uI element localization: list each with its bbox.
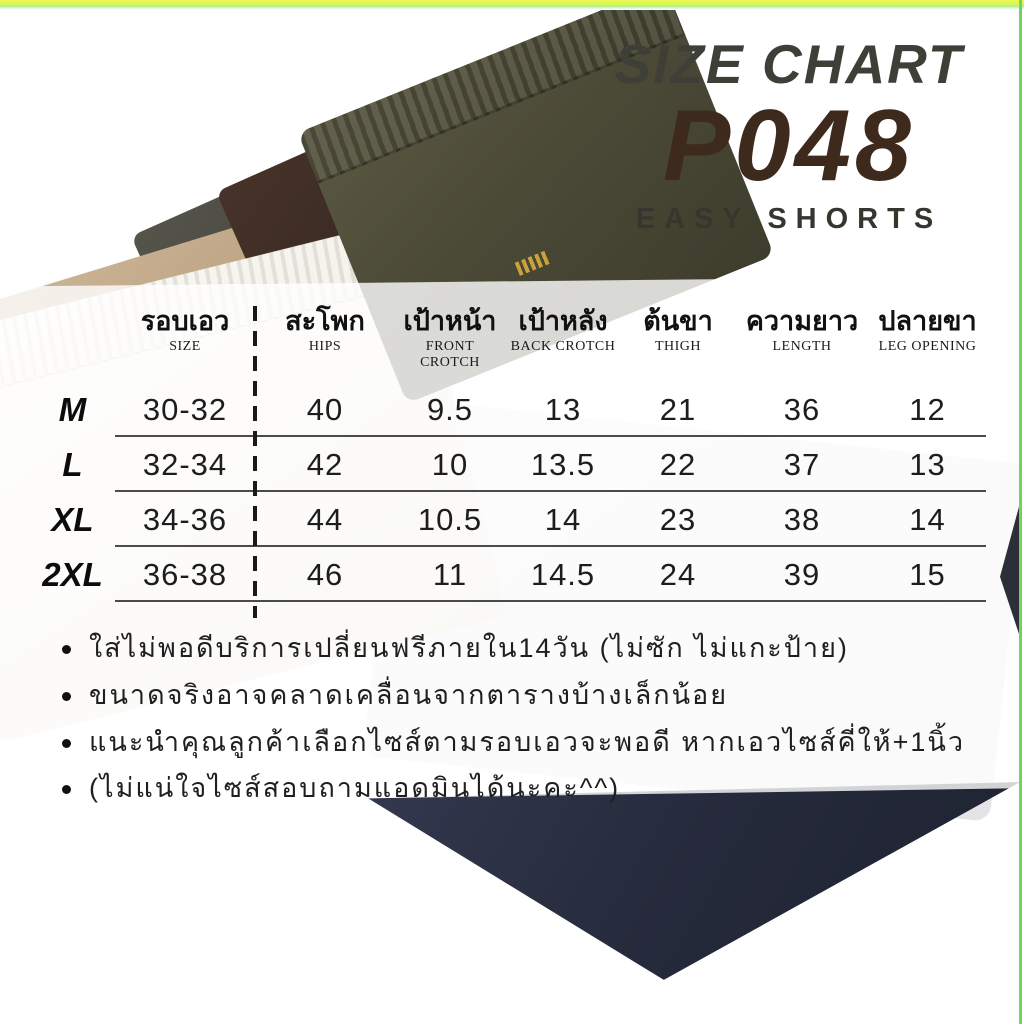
leg-opening-value: 14 xyxy=(909,501,946,537)
back-crotch-value: 13.5 xyxy=(530,446,596,482)
title-block: SIZE CHART P048 EASY SHORTS xyxy=(566,33,1012,236)
column-header-thigh: ต้นขา THIGH xyxy=(621,300,735,382)
front-crotch-value: 9.5 xyxy=(426,391,474,427)
hips-value: 44 xyxy=(306,501,344,537)
column-header-eng: BACK CROTCH xyxy=(510,339,616,355)
hips-value: 46 xyxy=(306,556,344,592)
bullet-icon xyxy=(62,738,71,748)
bullet-icon xyxy=(62,785,71,795)
back-crotch-value: 14.5 xyxy=(530,556,596,592)
product-subtitle: EASY SHORTS xyxy=(635,202,943,235)
model-code: P048 xyxy=(663,89,915,202)
table-row-l: L 32-34 42 10 13.5 22 37 13 xyxy=(30,437,986,492)
row-separator xyxy=(115,545,986,547)
row-separator xyxy=(115,490,986,492)
back-crotch-value: 14 xyxy=(544,501,582,537)
waist-value: 32-34 xyxy=(142,446,228,482)
column-header-hips: สะโพก HIPS xyxy=(255,300,395,382)
header-spacer xyxy=(30,300,115,382)
row-separator xyxy=(115,600,986,602)
thigh-value: 24 xyxy=(659,556,697,592)
column-header-thai: ปลายขา xyxy=(878,306,977,336)
column-header-front-crotch: เป้าหน้า FRONT CROTCH xyxy=(395,300,505,382)
column-header-thai: สะโพก xyxy=(285,306,365,336)
column-header-eng: SIZE xyxy=(169,339,201,355)
length-value: 36 xyxy=(783,391,821,427)
leg-opening-value: 15 xyxy=(909,556,946,592)
table-overlay-panel xyxy=(0,276,1024,804)
column-header-back-crotch: เป้าหลัง BACK CROTCH xyxy=(505,300,621,382)
hips-value: 40 xyxy=(306,391,344,427)
column-header-length: ความยาว LENGTH xyxy=(735,300,869,382)
note-text: แนะนำคุณลูกค้าเลือกไซส์ตามรอบเอวจะพอดี ห… xyxy=(89,726,965,757)
list-item: (ไม่แน่ใจไซส์สอบถามแอดมินได้นะคะ^^) xyxy=(62,772,972,806)
leg-opening-value: 12 xyxy=(909,391,946,427)
column-header-thai: ต้นขา xyxy=(643,306,713,336)
note-text: ขนาดจริงอาจคลาดเคลื่อนจากตารางบ้างเล็กน้… xyxy=(89,679,729,710)
hips-value: 42 xyxy=(306,446,344,482)
note-text: ใส่ไม่พอดีบริการเปลี่ยนฟรีภายใน14วัน (ไม… xyxy=(89,633,849,663)
size-label: XL xyxy=(51,500,94,538)
list-item: ขนาดจริงอาจคลาดเคลื่อนจากตารางบ้างเล็กน้… xyxy=(62,679,972,713)
size-table: รอบเอว SIZE สะโพก HIPS เป้าหน้า FRONT CR… xyxy=(30,300,986,602)
table-row-m: M 30-32 40 9.5 13 21 36 12 xyxy=(30,382,986,437)
right-green-border xyxy=(1019,0,1022,1024)
column-header-eng: HIPS xyxy=(308,339,342,355)
column-header-thai: เป้าหลัง xyxy=(518,306,608,336)
list-item: ใส่ไม่พอดีบริการเปลี่ยนฟรีภายใน14วัน (ไม… xyxy=(62,632,972,666)
length-value: 38 xyxy=(783,501,821,537)
leg-opening-value: 13 xyxy=(909,446,946,482)
table-header-row: รอบเอว SIZE สะโพก HIPS เป้าหน้า FRONT CR… xyxy=(30,300,986,382)
front-crotch-value: 11 xyxy=(432,556,468,592)
table-row-2xl: 2XL 36-38 46 11 14.5 24 39 15 xyxy=(30,547,986,602)
waist-value: 30-32 xyxy=(142,391,228,427)
column-header-waist: รอบเอว SIZE xyxy=(115,300,255,382)
waist-value: 36-38 xyxy=(142,556,228,592)
top-green-border xyxy=(0,0,1024,10)
length-value: 39 xyxy=(783,556,821,592)
front-crotch-value: 10 xyxy=(431,446,469,482)
column-header-thai: รอบเอว xyxy=(140,306,230,336)
waist-value: 34-36 xyxy=(142,501,228,537)
bullet-icon xyxy=(62,645,71,654)
bullet-icon xyxy=(62,691,71,701)
length-value: 37 xyxy=(783,446,821,482)
column-header-eng: FRONT CROTCH xyxy=(420,339,480,371)
column-header-eng: LEG OPENING xyxy=(878,339,977,355)
page-title: SIZE CHART xyxy=(614,33,964,95)
thigh-value: 21 xyxy=(659,391,697,427)
size-label: L xyxy=(62,445,83,483)
column-header-thai: เป้าหน้า xyxy=(403,306,497,336)
dashed-column-divider xyxy=(253,306,257,618)
row-separator xyxy=(115,435,986,437)
note-text: (ไม่แน่ใจไซส์สอบถามแอดมินได้นะคะ^^) xyxy=(89,773,621,804)
table-row-xl: XL 34-36 44 10.5 14 23 38 14 xyxy=(30,492,986,547)
column-header-thai: ความยาว xyxy=(745,306,859,336)
column-header-eng: THIGH xyxy=(654,339,702,355)
list-item: แนะนำคุณลูกค้าเลือกไซส์ตามรอบเอวจะพอดี ห… xyxy=(62,726,972,760)
notes-list: ใส่ไม่พอดีบริการเปลี่ยนฟรีภายใน14วัน (ไม… xyxy=(62,632,972,819)
size-label: 2XL xyxy=(42,555,103,593)
back-crotch-value: 13 xyxy=(544,391,582,427)
size-label: M xyxy=(58,390,87,428)
front-crotch-value: 10.5 xyxy=(417,501,483,537)
thigh-value: 22 xyxy=(659,446,697,482)
column-header-leg-opening: ปลายขา LEG OPENING xyxy=(869,300,986,382)
thigh-value: 23 xyxy=(659,501,697,537)
column-header-eng: LENGTH xyxy=(772,339,832,355)
